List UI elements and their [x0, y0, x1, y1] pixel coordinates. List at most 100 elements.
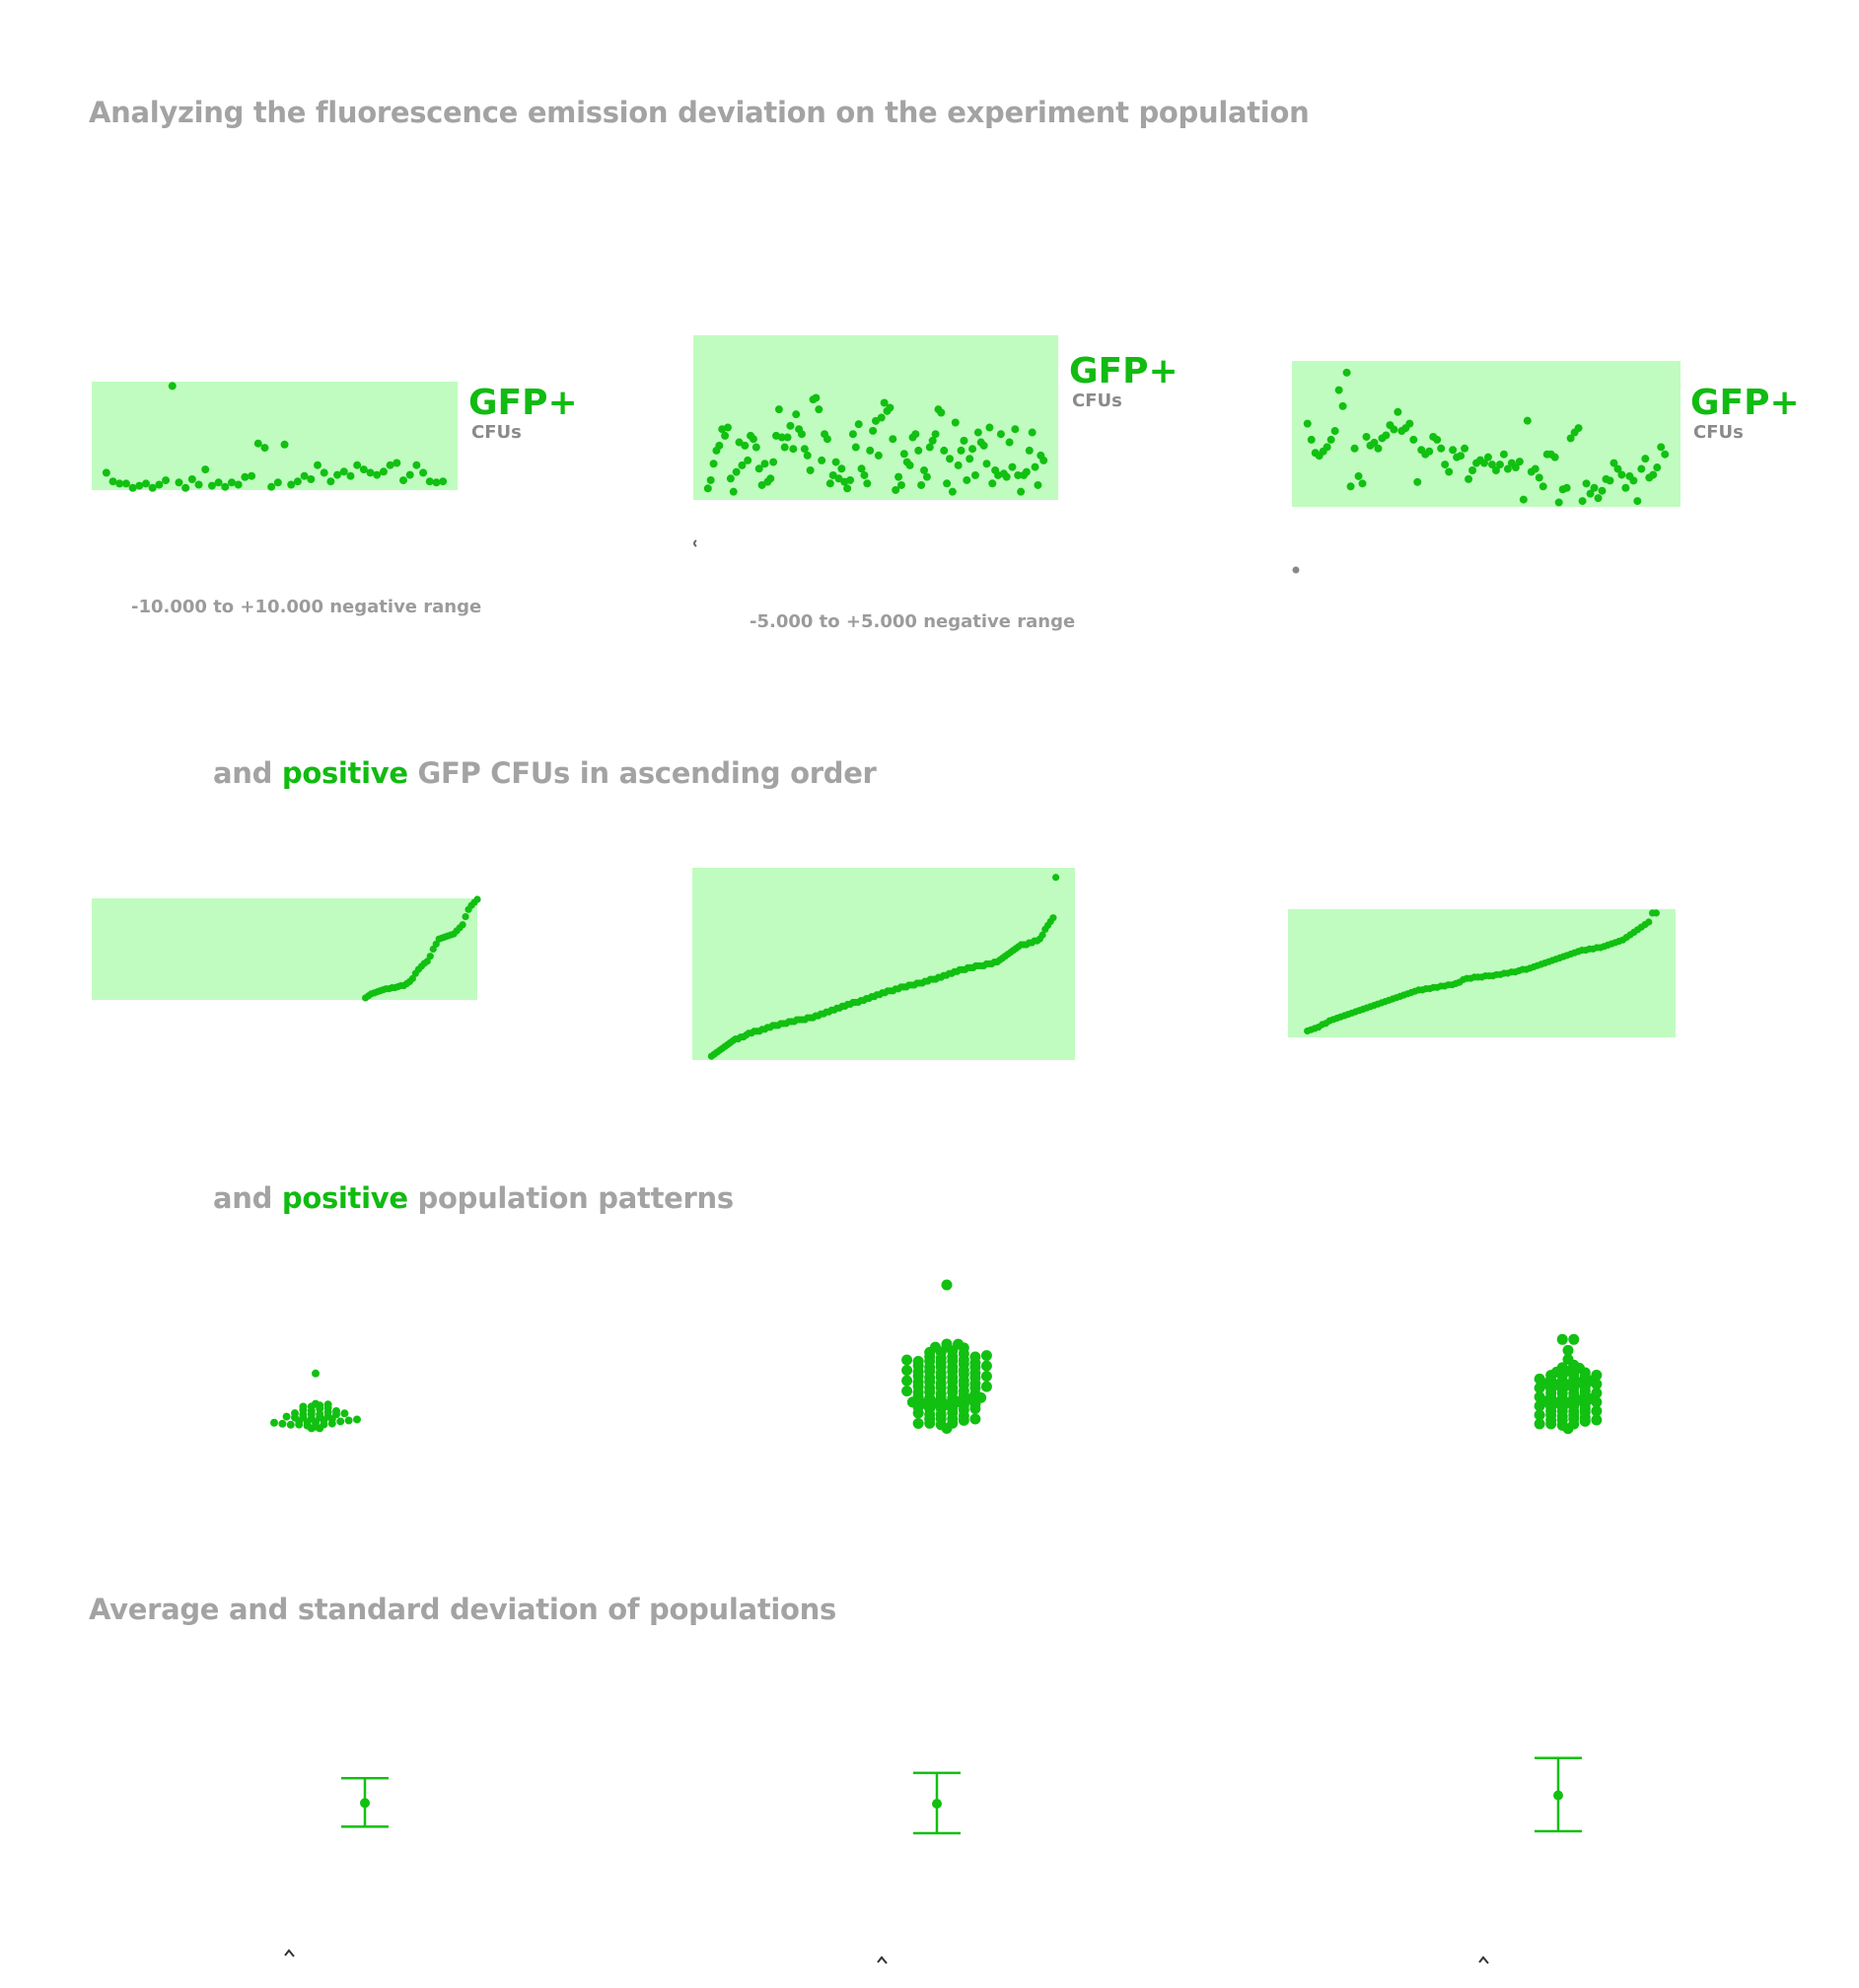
- data-point: [241, 472, 250, 481]
- data-point: [1641, 455, 1650, 463]
- data-point: [1465, 474, 1473, 483]
- data-point: [1307, 435, 1316, 444]
- data-point: [1303, 419, 1312, 428]
- data-point: [1014, 470, 1023, 479]
- data-point: [854, 420, 863, 429]
- data-point: [316, 1410, 324, 1419]
- data-point: [877, 413, 886, 422]
- data-point: [280, 440, 289, 449]
- data-point: [941, 1279, 953, 1291]
- data-point: [735, 438, 744, 447]
- data-point: [892, 485, 900, 494]
- data-point: [135, 481, 144, 490]
- data-point: [896, 480, 905, 489]
- data-point: [828, 470, 837, 479]
- cursor-mark: [284, 1949, 295, 1957]
- data-point: [797, 430, 806, 439]
- data-point: [1022, 467, 1031, 476]
- data-point: [920, 465, 929, 474]
- data-point: [1480, 459, 1489, 467]
- data-point: [911, 430, 920, 439]
- data-point: [373, 470, 382, 479]
- data-point: [379, 467, 388, 476]
- data-point: [996, 430, 1005, 439]
- data-point: [194, 480, 203, 489]
- data-point: [1621, 483, 1630, 492]
- heading-highlight: positive: [281, 756, 408, 790]
- data-point: [1649, 470, 1658, 479]
- data-point: [1499, 450, 1508, 459]
- heading-prefix: and: [213, 756, 282, 790]
- data-point: [1370, 438, 1379, 447]
- data-point: [751, 443, 760, 452]
- data-point: [1534, 1391, 1545, 1403]
- data-point: [980, 1381, 992, 1392]
- data-point: [1645, 918, 1653, 926]
- data-point: [1617, 470, 1626, 479]
- data-point: [459, 921, 466, 929]
- data-point: [1653, 463, 1662, 472]
- data-point: [1519, 495, 1528, 504]
- data-point: [248, 471, 256, 480]
- data-point: [880, 398, 889, 407]
- data-point: [860, 470, 869, 479]
- data-point: [282, 1412, 291, 1421]
- cursor-mark: [1478, 1955, 1489, 1964]
- data-point: [207, 481, 216, 490]
- data-point: [973, 428, 982, 437]
- data-point: [473, 895, 481, 903]
- data-point: [336, 1417, 345, 1426]
- data-point: [1523, 416, 1532, 425]
- data-point: [1346, 482, 1355, 491]
- data-point: [726, 474, 735, 483]
- data-point: [326, 477, 335, 486]
- data-point: [175, 478, 183, 487]
- data-point: [1437, 444, 1446, 453]
- data-point: [929, 1341, 941, 1353]
- data-point: [760, 460, 769, 468]
- data-point: [922, 472, 931, 481]
- data-point: [187, 475, 196, 483]
- heading-text: Analyzing the fluorescence emission devi…: [89, 96, 1310, 129]
- data-point: [901, 1385, 913, 1397]
- data-point: [267, 482, 276, 491]
- data-point: [848, 430, 857, 439]
- data-point: [1017, 487, 1026, 496]
- data-point: [985, 423, 994, 432]
- data-point: [1052, 874, 1060, 882]
- data-point: [1425, 447, 1434, 456]
- data-point: [1582, 479, 1591, 488]
- data-point: [783, 433, 792, 442]
- data-point: [1034, 480, 1042, 489]
- data-point: [777, 433, 786, 442]
- data-point: [1562, 1354, 1574, 1365]
- stray-dot: [1292, 566, 1300, 574]
- data-point: [1025, 446, 1034, 455]
- data-point: [957, 446, 965, 455]
- data-point: [988, 479, 997, 488]
- data-point: [320, 468, 328, 477]
- caption-range-1: -10.000 to +10.000 negative range: [131, 597, 482, 617]
- data-point: [353, 461, 362, 469]
- data-point: [1556, 1333, 1568, 1345]
- title-ascending-order: and positive GFP CFUs in ascending order: [213, 756, 877, 790]
- data-point: [863, 479, 872, 488]
- data-point: [1390, 425, 1398, 434]
- data-point: [789, 445, 798, 454]
- data-point: [1382, 431, 1391, 440]
- data-point: [366, 468, 375, 477]
- data-point: [969, 1351, 981, 1363]
- data-point: [1613, 464, 1622, 473]
- data-point: [866, 446, 875, 455]
- data-point: [314, 461, 322, 469]
- data-point: [917, 480, 926, 489]
- mean-point: [932, 1799, 942, 1810]
- data-point: [291, 1409, 299, 1418]
- data-point: [333, 470, 342, 479]
- data-point: [1531, 464, 1539, 473]
- data-point: [1342, 368, 1351, 377]
- data-point: [886, 403, 894, 412]
- data-point: [931, 430, 940, 439]
- data-point: [115, 479, 124, 488]
- data-point: [729, 487, 738, 496]
